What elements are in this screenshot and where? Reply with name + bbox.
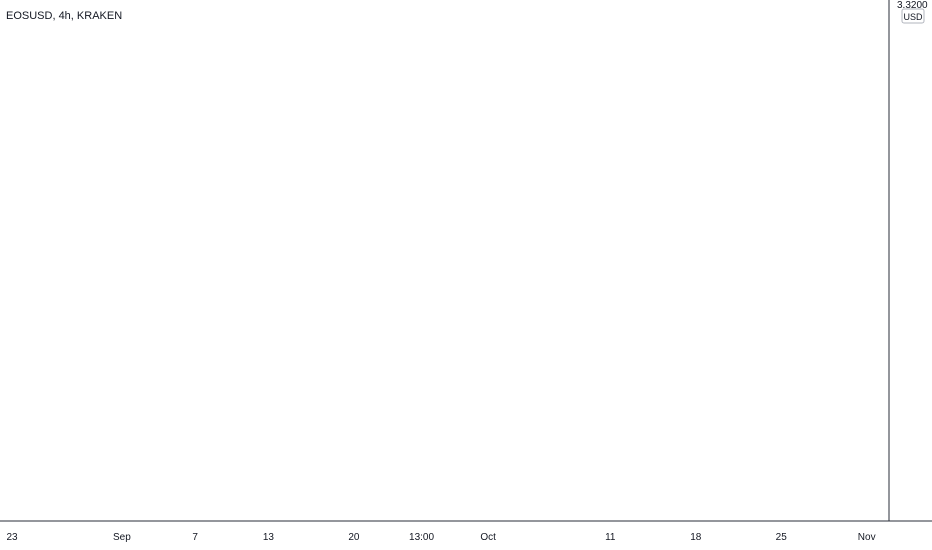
- x-tick-label: Oct: [480, 532, 496, 543]
- x-tick-label: 18: [690, 532, 702, 543]
- currency-label: USD: [903, 12, 923, 22]
- x-tick-label: 7: [192, 532, 198, 543]
- x-tick-label: 25: [776, 532, 788, 543]
- x-tick-label: 23: [6, 532, 18, 543]
- chart-title: EOSUSD, 4h, KRAKEN: [6, 10, 123, 22]
- y-tick-label: 3.3200: [897, 0, 928, 11]
- x-tick-label: 13: [263, 532, 275, 543]
- x-tick-label: 13:00: [409, 532, 434, 543]
- currency-box: [901, 8, 925, 24]
- x-tick-label: 20: [348, 532, 360, 543]
- x-tick-label: 11: [605, 532, 616, 543]
- x-tick-label: Sep: [113, 532, 131, 543]
- price-axis-panel[interactable]: [889, 0, 932, 521]
- x-tick-label: Nov: [858, 532, 876, 543]
